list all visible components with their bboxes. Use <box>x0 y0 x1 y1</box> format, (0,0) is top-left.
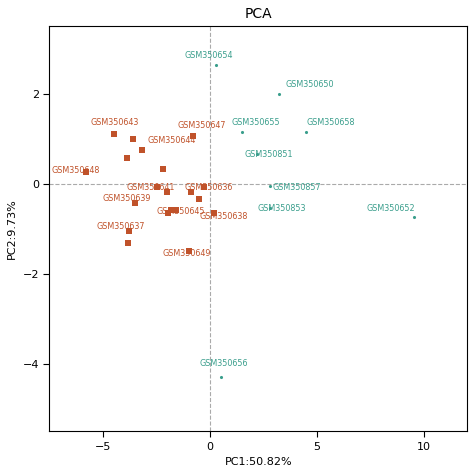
Title: PCA: PCA <box>245 7 272 21</box>
Text: GSM350644: GSM350644 <box>148 137 196 146</box>
Text: GSM350637: GSM350637 <box>97 222 145 231</box>
Text: GSM350639: GSM350639 <box>103 193 152 202</box>
X-axis label: PC1:50.82%: PC1:50.82% <box>224 457 292 467</box>
Text: GSM350647: GSM350647 <box>178 121 227 130</box>
Text: GSM350857: GSM350857 <box>272 183 321 192</box>
Text: GSM350643: GSM350643 <box>90 118 138 128</box>
Y-axis label: PC2:9.73%: PC2:9.73% <box>7 198 17 259</box>
Text: GSM350641: GSM350641 <box>127 183 175 192</box>
Text: GSM350649: GSM350649 <box>163 249 211 258</box>
Text: GSM350853: GSM350853 <box>257 204 306 213</box>
Text: GSM350656: GSM350656 <box>200 359 248 368</box>
Text: GSM350638: GSM350638 <box>200 211 248 220</box>
Text: GSM350648: GSM350648 <box>52 166 100 175</box>
Text: GSM350851: GSM350851 <box>244 150 293 159</box>
Text: GSM350654: GSM350654 <box>184 51 233 60</box>
Text: GSM350645: GSM350645 <box>156 207 205 216</box>
Text: GSM350658: GSM350658 <box>306 118 355 128</box>
Text: GSM350652: GSM350652 <box>366 204 415 213</box>
Text: GSM350655: GSM350655 <box>231 118 280 128</box>
Text: GSM350650: GSM350650 <box>285 80 334 89</box>
Text: GSM350636: GSM350636 <box>184 183 233 192</box>
